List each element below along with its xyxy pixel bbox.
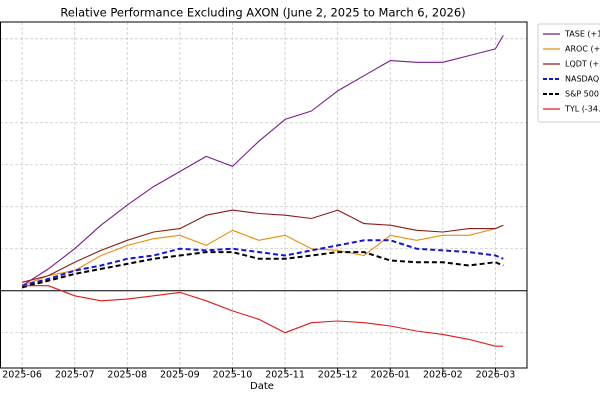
series-line — [21, 209, 504, 283]
x-axis-label: Date — [250, 381, 274, 392]
series-line — [22, 285, 504, 347]
legend-label: AROC (+3 — [565, 45, 600, 54]
x-tick-label: 2025-07 — [55, 369, 95, 380]
x-tick-label: 2025-10 — [213, 369, 253, 380]
series-line — [21, 224, 504, 287]
x-tick-label: 2025-11 — [265, 369, 305, 380]
series-line — [21, 35, 504, 287]
legend-label: LQDT (+3 — [565, 60, 600, 69]
chart-title: Relative Performance Excluding AXON (Jun… — [60, 6, 465, 20]
legend-label: S&P 500 — [565, 90, 599, 99]
plot-frame — [0, 21, 528, 369]
x-tick-label: 2026-01 — [370, 369, 410, 380]
series-line — [21, 239, 504, 287]
x-tick-label: 2025-06 — [2, 369, 42, 380]
series-line — [21, 251, 504, 289]
x-tick-label: 2026-02 — [423, 369, 463, 380]
x-tick-label: 2025-08 — [107, 369, 147, 380]
x-tick-label: 2026-03 — [476, 369, 516, 380]
legend-label: NASDAQ — [565, 75, 599, 84]
legend-label: TASE (+15 — [564, 30, 600, 39]
x-tick-label: 2025-09 — [160, 369, 200, 380]
legend-label: TYL (-34. — [564, 105, 600, 114]
x-tick-label: 2025-12 — [318, 369, 358, 380]
